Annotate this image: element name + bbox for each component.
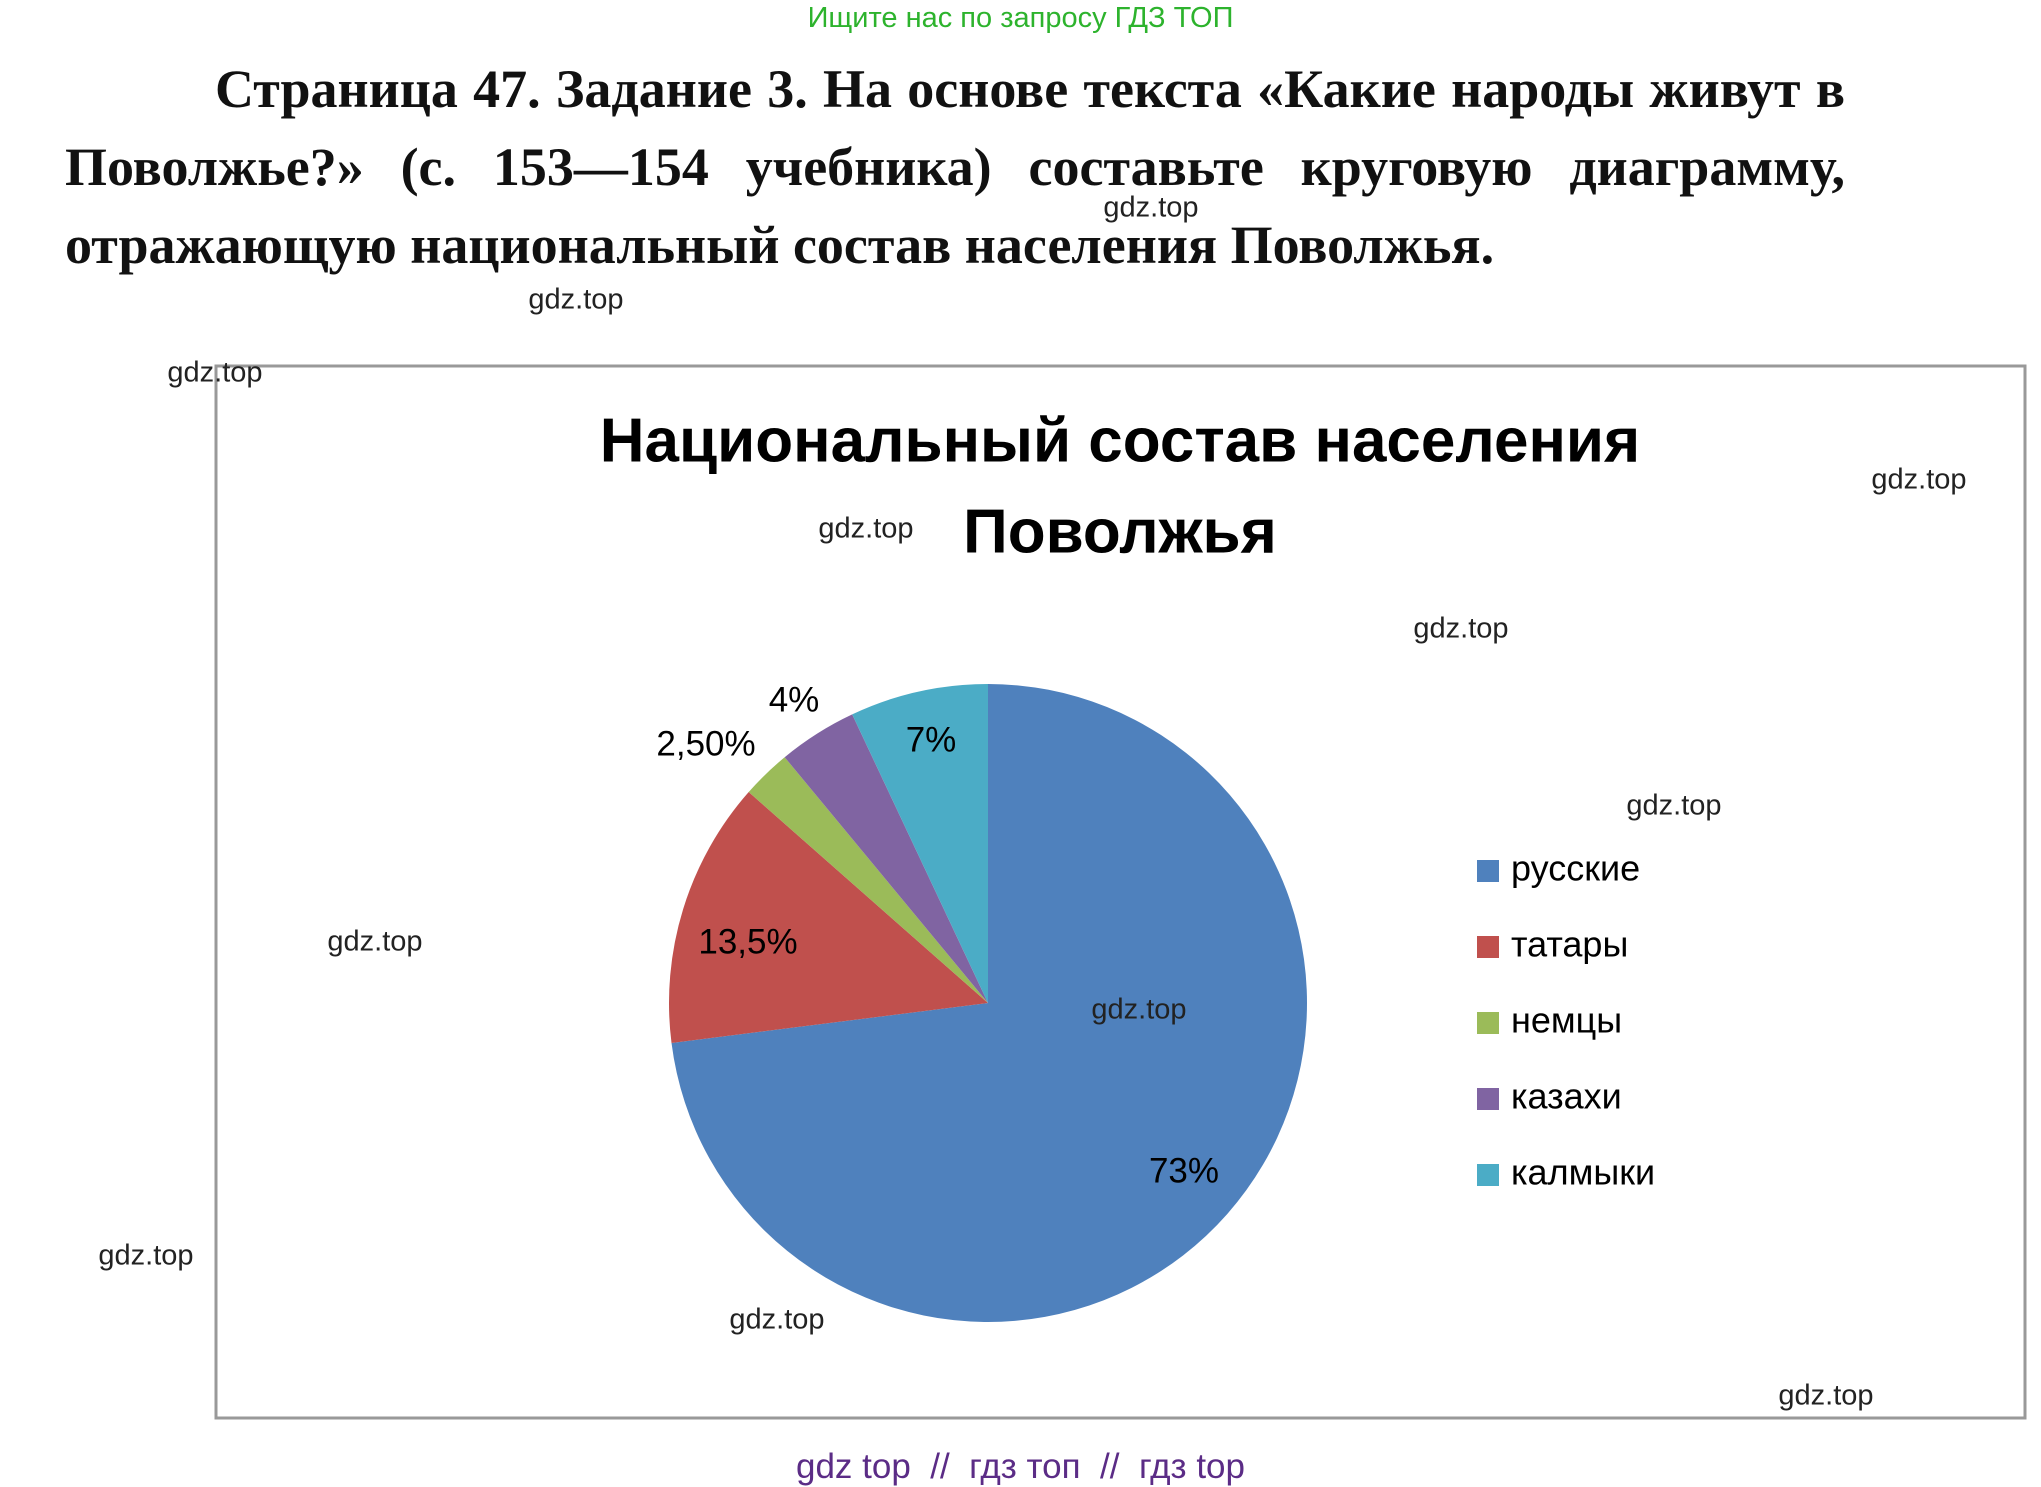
pie-slice (668, 792, 988, 1043)
watermark: gdz.top (1871, 464, 1966, 496)
watermark: gdz.top (1091, 994, 1186, 1026)
legend-label: русские (1511, 848, 1640, 889)
legend-swatch (1477, 1012, 1499, 1034)
watermark: gdz.top (1778, 1380, 1873, 1412)
pie-slice (852, 684, 988, 1003)
legend-swatch (1477, 860, 1499, 882)
watermark: gdz.top (1626, 790, 1721, 822)
data-label: 13,5% (698, 922, 797, 961)
watermark: gdz.top (1413, 613, 1508, 645)
pie-slice (748, 757, 988, 1003)
data-label: 4% (769, 680, 820, 719)
data-label: 73% (1149, 1151, 1219, 1190)
data-label: 2,50% (656, 724, 755, 763)
legend-swatch (1477, 1164, 1499, 1186)
legend-swatch (1477, 1088, 1499, 1110)
watermark: gdz.top (818, 513, 913, 545)
pie-slice (784, 714, 988, 1003)
banner: Ищите нас по запросу ГДЗ ТОП (807, 2, 1234, 34)
chart-title: Национальный состав населения (600, 406, 1640, 475)
chart-frame (214, 364, 2027, 1420)
watermark: gdz.top (327, 926, 422, 958)
legend-label: калмыки (1511, 1152, 1655, 1193)
watermark: gdz.top (528, 284, 623, 316)
watermark: gdz.top (167, 357, 262, 389)
watermark: gdz.top (98, 1240, 193, 1272)
legend-label: татары (1511, 924, 1628, 965)
task-text: Страница 47. Задание 3. На основе текста… (65, 59, 1845, 275)
footer: gdz top // гдз топ // гдз top (796, 1447, 1245, 1486)
legend-label: казахи (1511, 1076, 1622, 1117)
pie-slice (671, 684, 1308, 1322)
watermark: gdz.top (1103, 192, 1198, 224)
chart-title: Поволжья (963, 497, 1277, 566)
legend-label: немцы (1511, 1000, 1622, 1041)
data-label: 7% (906, 720, 957, 759)
watermark: gdz.top (729, 1304, 824, 1336)
legend-swatch (1477, 936, 1499, 958)
